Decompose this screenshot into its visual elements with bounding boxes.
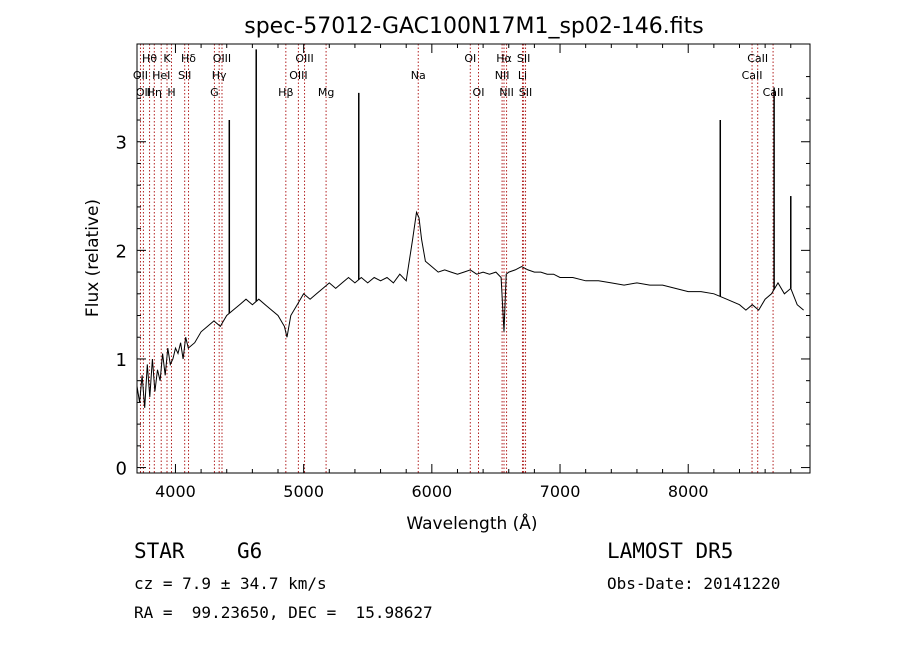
spectrum-series-0	[136, 210, 804, 408]
line-label-15: Mg	[318, 86, 334, 99]
x-tick-label-0: 4000	[155, 482, 196, 501]
line-label-16: Na	[411, 69, 426, 82]
spectral-line-labels: OIIOIIHθHηHeIKHSIIHδGHγOIIIHβOIIIOIIIMgN…	[133, 52, 784, 99]
line-label-5: K	[163, 52, 171, 65]
object-subclass: G6	[237, 539, 263, 563]
line-label-26: CaII	[747, 52, 768, 65]
line-label-11: OIII	[213, 52, 231, 65]
line-label-12: Hβ	[278, 86, 293, 99]
x-tick-label-4: 8000	[668, 482, 709, 501]
x-axis-ticks: 4000 5000 6000 7000 8000	[155, 44, 792, 501]
object-class: STAR	[134, 539, 185, 563]
line-label-25: CaII	[742, 69, 763, 82]
y-tick-label-0: 0	[116, 459, 127, 480]
line-label-17: OI	[464, 52, 476, 65]
line-label-23: Li	[518, 69, 527, 82]
survey-name: LAMOST DR5	[607, 539, 734, 563]
line-label-1: OII	[136, 86, 151, 99]
line-label-0: OII	[133, 69, 148, 82]
line-label-10: Hγ	[212, 69, 227, 82]
line-label-9: G	[210, 86, 219, 99]
line-label-18: OI	[473, 86, 485, 99]
line-label-27: CaII	[763, 86, 784, 99]
chart-title: spec-57012-GAC100N17M1_sp02-146.fits	[244, 14, 704, 39]
observation-date: Obs-Date: 20141220	[607, 574, 781, 593]
line-label-7: SII	[178, 69, 191, 82]
coordinates: RA = 99.23650, DEC = 15.98627	[134, 603, 433, 622]
redshift-velocity: cz = 7.9 ± 34.7 km/s	[134, 574, 327, 593]
line-label-24: SII	[519, 86, 532, 99]
line-label-3: Hη	[147, 86, 162, 99]
x-tick-label-1: 5000	[283, 482, 324, 501]
line-label-2: Hθ	[142, 52, 157, 65]
y-axis-label: Flux (relative)	[83, 199, 103, 317]
spectral-line-markers	[139, 44, 774, 473]
line-label-4: HeI	[152, 69, 170, 82]
line-label-8: Hδ	[181, 52, 196, 65]
line-label-19: NII	[495, 69, 510, 82]
line-label-22: SII	[517, 52, 530, 65]
line-label-21: NII	[499, 86, 514, 99]
line-label-14: OIII	[295, 52, 313, 65]
y-tick-label-3: 3	[116, 133, 127, 154]
y-tick-label-1: 1	[116, 350, 127, 371]
line-label-13: OIII	[289, 69, 307, 82]
x-tick-label-3: 7000	[540, 482, 581, 501]
x-axis-label: Wavelength (Å)	[406, 512, 537, 534]
y-axis-ticks: 0 1 2 3	[116, 76, 810, 480]
line-label-20: Hα	[496, 52, 512, 65]
series-layer	[136, 49, 804, 408]
plot-frame	[136, 43, 811, 474]
x-tick-label-2: 6000	[411, 482, 452, 501]
y-tick-label-2: 2	[116, 241, 127, 262]
line-label-6: H	[167, 86, 175, 99]
